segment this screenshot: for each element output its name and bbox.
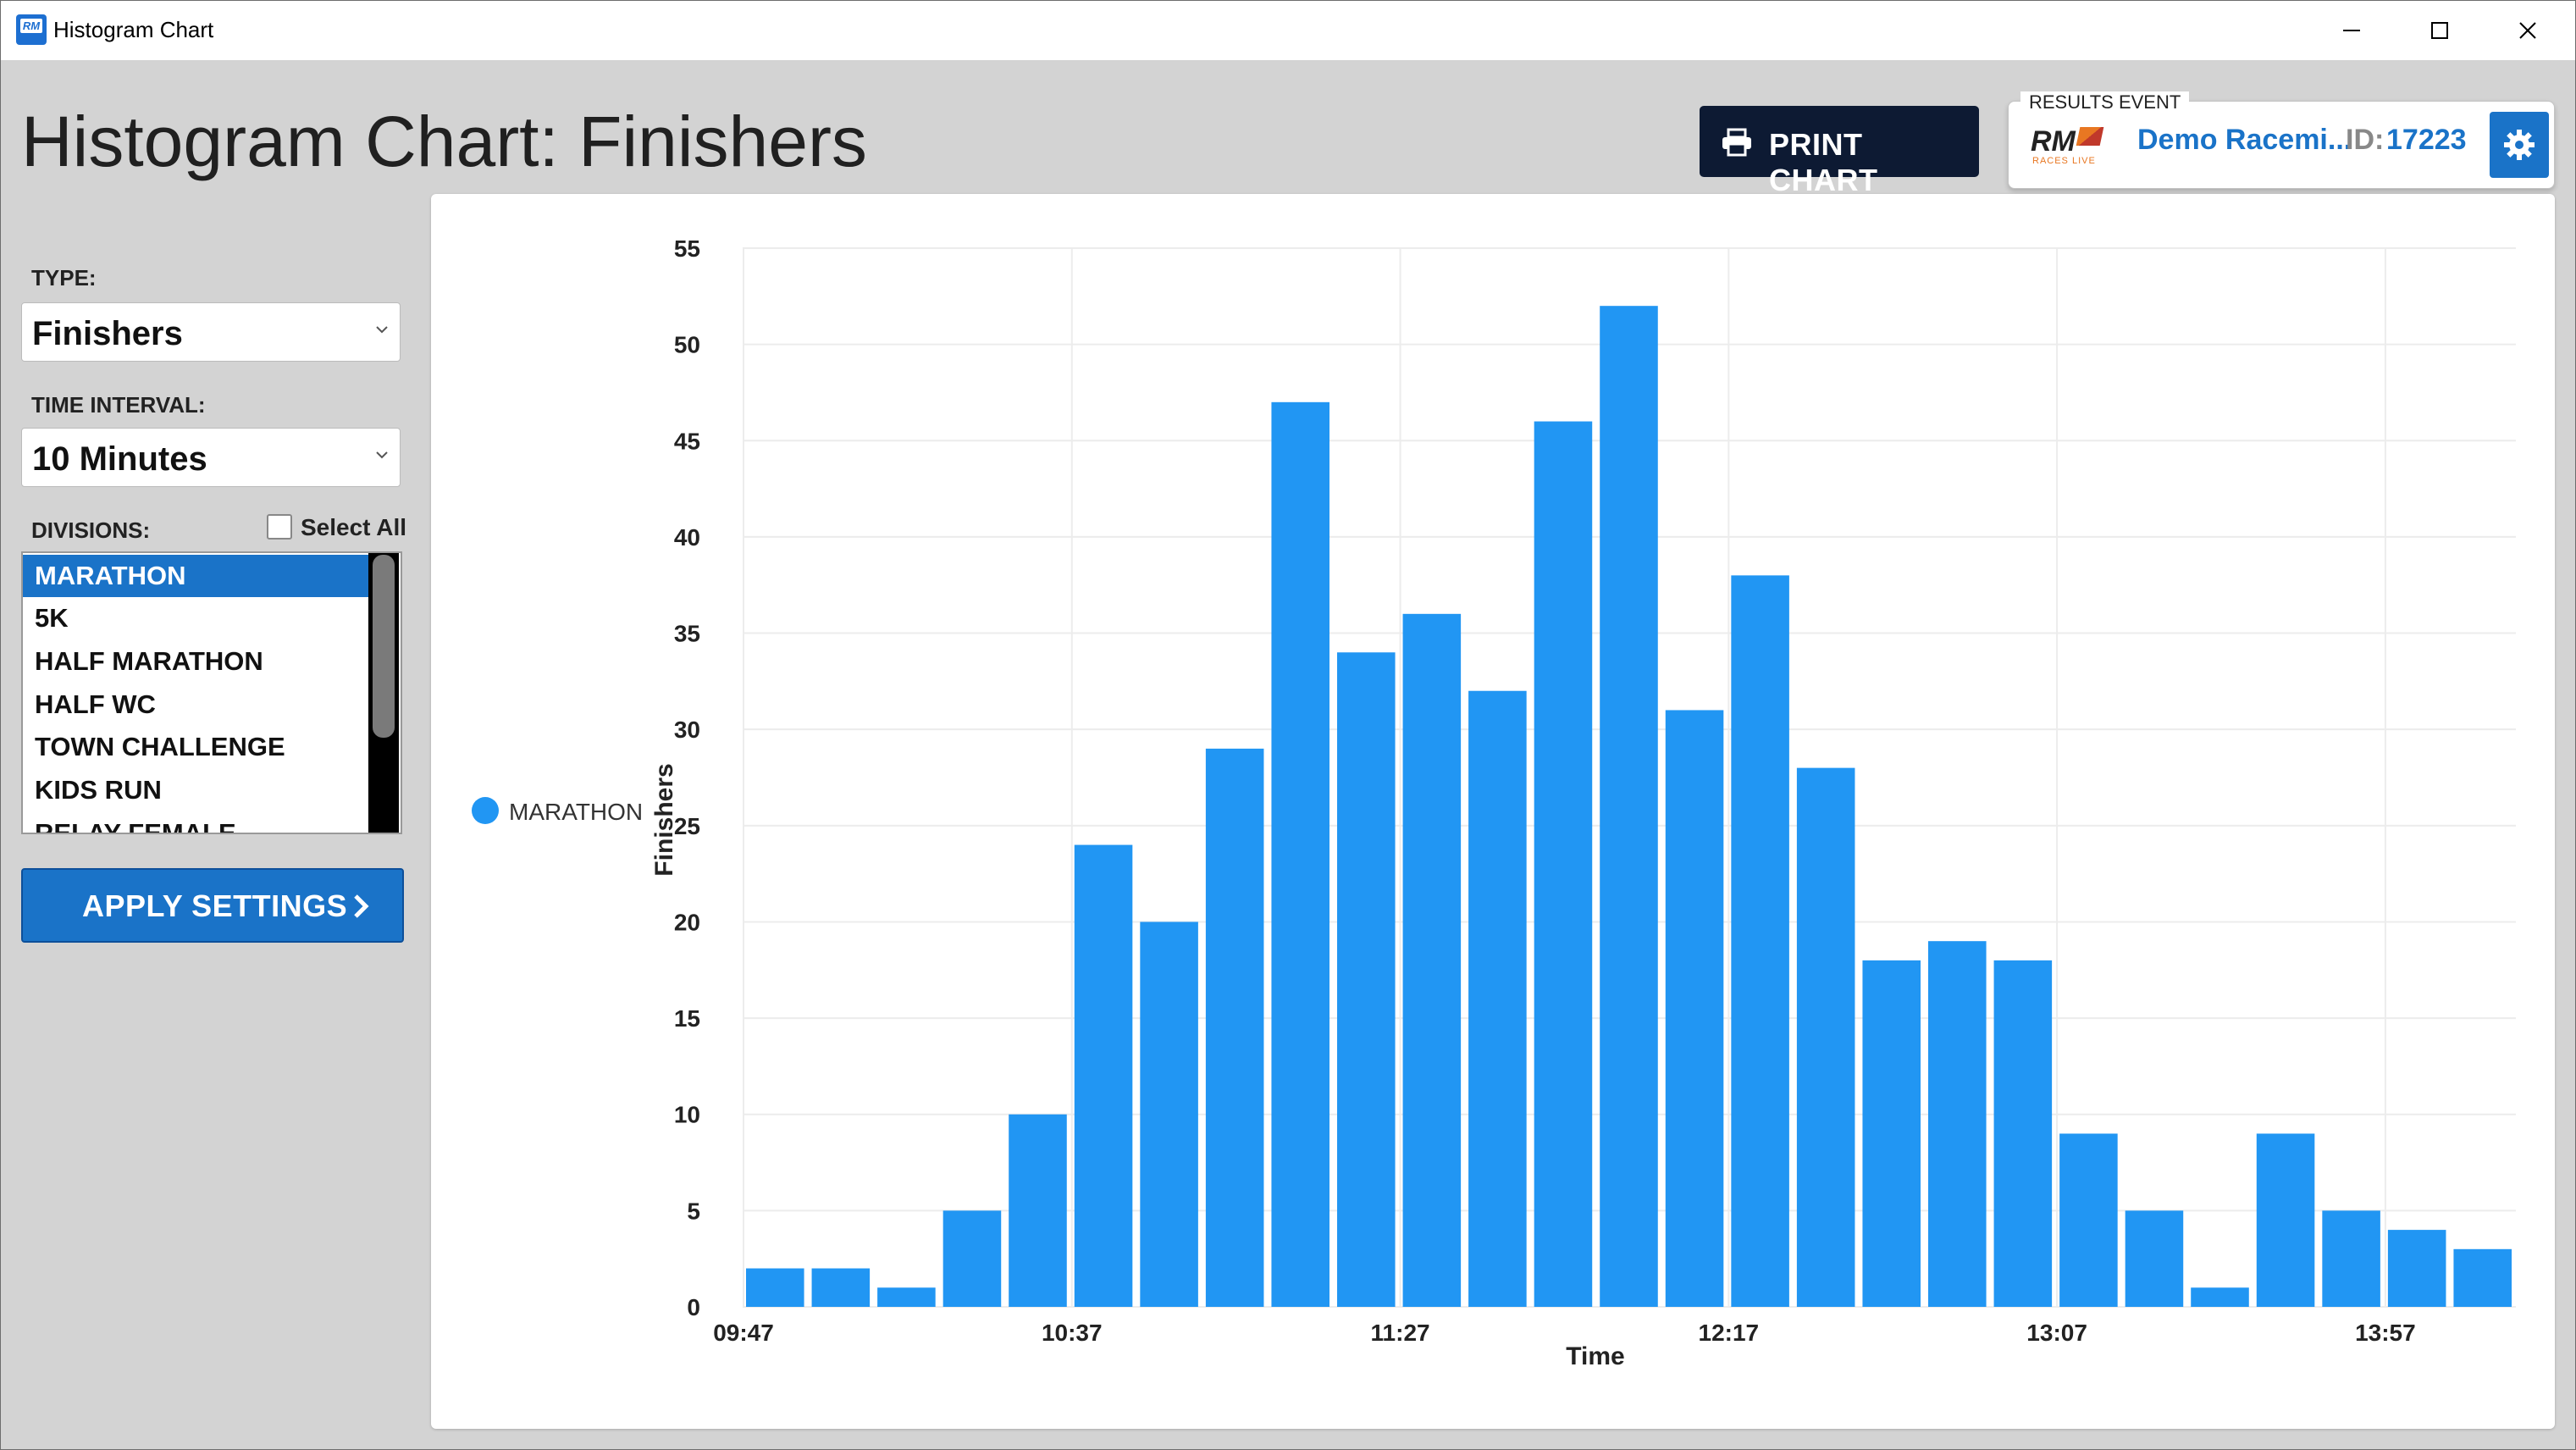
time-interval-value: 10 Minutes	[32, 440, 207, 478]
type-value: Finishers	[32, 315, 183, 352]
y-tick-label: 5	[687, 1198, 700, 1224]
histogram-bar[interactable]	[2256, 1133, 2315, 1307]
minimize-icon	[2343, 30, 2360, 31]
apply-settings-button[interactable]: APPLY SETTINGS	[21, 868, 404, 943]
division-item[interactable]: TOWN CHALLENGE	[35, 732, 285, 761]
histogram-bar[interactable]	[1796, 767, 1855, 1307]
division-item[interactable]: HALF WC	[35, 689, 156, 719]
divisions-scrollbar[interactable]	[368, 553, 399, 833]
maximize-button[interactable]	[2396, 1, 2484, 60]
y-tick-label: 20	[674, 909, 700, 935]
printer-icon	[1722, 128, 1751, 157]
maximize-icon	[2431, 22, 2448, 39]
x-tick-label: 12:17	[1699, 1320, 1760, 1346]
histogram-bar[interactable]	[1928, 941, 1987, 1307]
rm-races-live-logo: RM RACES LIVE	[2026, 120, 2119, 171]
legend-series-label: MARATHON	[509, 799, 644, 825]
histogram-bar[interactable]	[1009, 1114, 1067, 1307]
event-name[interactable]: Demo Racemi...	[2137, 124, 2352, 156]
type-label: TYPE:	[31, 265, 97, 291]
print-chart-button[interactable]: PRINT CHART	[1700, 106, 1979, 197]
histogram-bar[interactable]	[1205, 748, 1264, 1307]
division-item[interactable]: RELAY FEMALE	[35, 818, 236, 834]
histogram-bar[interactable]	[2125, 1210, 2184, 1307]
results-event-label: RESULTS EVENT	[2020, 91, 2190, 113]
chevron-down-icon	[376, 451, 388, 459]
histogram-bar[interactable]	[1468, 690, 1527, 1307]
time-interval-label: TIME INTERVAL:	[31, 392, 206, 418]
title-bar[interactable]: RM Histogram Chart	[1, 1, 2575, 60]
histogram-bar[interactable]	[2387, 1230, 2446, 1307]
event-id: 17223	[2386, 124, 2467, 156]
y-tick-label: 30	[674, 717, 700, 743]
y-tick-label: 45	[674, 428, 700, 454]
apply-settings-label: APPLY SETTINGS	[82, 888, 348, 923]
y-tick-label: 10	[674, 1102, 700, 1128]
histogram-bar[interactable]	[1862, 960, 1921, 1307]
divisions-label: DIVISIONS:	[31, 517, 151, 543]
print-chart-label: PRINT CHART	[1769, 127, 1878, 197]
division-item[interactable]: HALF MARATHON	[35, 646, 263, 676]
y-tick-label: 35	[674, 621, 700, 647]
histogram-bar[interactable]	[1074, 844, 1133, 1307]
histogram-bar[interactable]	[1534, 421, 1593, 1308]
histogram-bar[interactable]	[1271, 401, 1329, 1308]
histogram-chart: 0 5 10 15 20 25 30 35 40 45 50 55 09:47 10:37 11:27 12:…	[650, 235, 2516, 1370]
chevron-right-icon	[354, 894, 369, 918]
close-icon	[2519, 22, 2536, 39]
histogram-bar[interactable]	[2322, 1210, 2380, 1307]
y-tick-label: 55	[674, 235, 700, 262]
histogram-bar[interactable]	[1337, 652, 1396, 1307]
results-event-panel: RESULTS EVENT RM RACES LIVE Demo Racemi.…	[2008, 91, 2555, 189]
histogram-bar[interactable]	[1600, 306, 1658, 1307]
x-tick-label: 11:27	[1371, 1320, 1430, 1346]
gear-icon	[2504, 130, 2535, 160]
event-settings-button[interactable]	[2490, 112, 2549, 178]
app-icon: RM	[16, 14, 47, 45]
type-dropdown[interactable]: Finishers	[21, 302, 401, 362]
histogram-bar[interactable]	[877, 1287, 936, 1307]
y-tick-label: 40	[674, 524, 700, 551]
window-title: Histogram Chart	[53, 17, 214, 42]
scrollbar-thumb[interactable]	[373, 555, 395, 738]
x-tick-label: 10:37	[1042, 1320, 1103, 1346]
minimize-button[interactable]	[2308, 1, 2396, 60]
legend-marker	[472, 797, 499, 824]
chevron-down-icon	[376, 326, 388, 334]
x-axis-title: Time	[1566, 1342, 1624, 1370]
histogram-bar[interactable]	[1993, 960, 2053, 1307]
y-tick-label: 50	[674, 332, 700, 358]
close-button[interactable]	[2484, 1, 2572, 60]
histogram-bar[interactable]	[1665, 710, 1724, 1307]
chart-panel: MARATHON 0 5 10 15 20 25 30 35 40 45 50 55 09:47 10:3…	[431, 194, 2555, 1429]
x-tick-label: 13:57	[2355, 1320, 2416, 1346]
histogram-bar[interactable]	[746, 1268, 804, 1307]
main-content: Histogram Chart: Finishers PRINT CHART R…	[1, 60, 2575, 1449]
y-tick-label: 0	[687, 1294, 700, 1320]
x-tick-label: 09:47	[713, 1320, 774, 1346]
x-tick-label: 13:07	[2026, 1320, 2087, 1346]
histogram-bar[interactable]	[2453, 1248, 2512, 1307]
histogram-bar[interactable]	[2191, 1287, 2249, 1307]
page-title: Histogram Chart: Finishers	[21, 102, 867, 181]
division-item[interactable]: 5K	[35, 603, 69, 633]
time-interval-dropdown[interactable]: 10 Minutes	[21, 428, 401, 487]
divisions-list[interactable]: MARATHON 5K HALF MARATHON HALF WC TOWN C…	[21, 551, 402, 834]
y-tick-label: 15	[674, 1005, 700, 1032]
histogram-bar[interactable]	[943, 1210, 1002, 1307]
histogram-bar[interactable]	[2059, 1133, 2118, 1307]
event-id-label: ID:	[2346, 124, 2385, 156]
y-axis-title: Finishers	[650, 763, 678, 876]
histogram-bar[interactable]	[811, 1268, 871, 1307]
y-tick-label: 25	[674, 813, 700, 839]
histogram-bar[interactable]	[1402, 613, 1462, 1307]
select-all-label: Select All	[301, 514, 407, 540]
histogram-bar[interactable]	[1140, 921, 1198, 1307]
division-item[interactable]: MARATHON	[23, 555, 370, 597]
division-item[interactable]: KIDS RUN	[35, 775, 162, 805]
histogram-bar[interactable]	[1731, 575, 1789, 1307]
checkbox[interactable]	[267, 514, 292, 540]
